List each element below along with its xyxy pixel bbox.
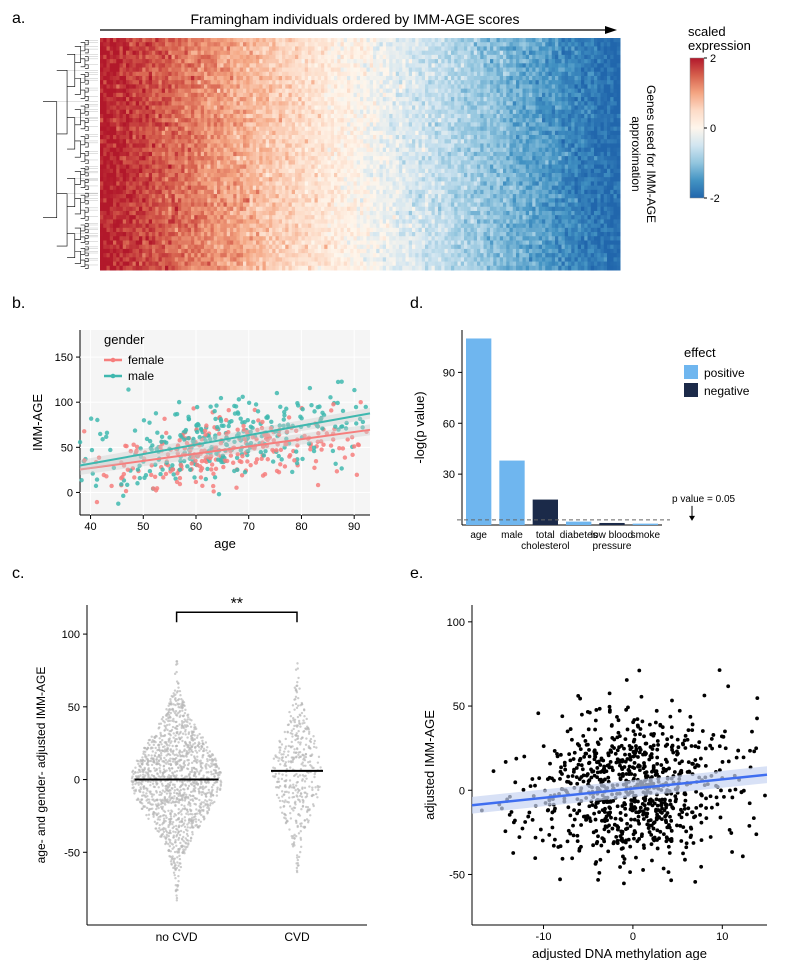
panel-a-heatmap: Framingham individuals ordered by IMM-AG…: [25, 10, 785, 285]
panel-e-scatter: -10010-50050100adjusted DNA methylation …: [410, 575, 790, 960]
panel-a-label: a.: [12, 10, 25, 28]
panel-d-bar: 306090-log(p value)agemaletotalcholester…: [410, 305, 790, 570]
svg-text:Framingham individuals ordered: Framingham individuals ordered by IMM-AG…: [190, 11, 519, 27]
panel-c-label: c.: [12, 565, 24, 583]
figure-root: a. Framingham individuals ordered by IMM…: [10, 10, 790, 965]
panel-b-label: b.: [12, 295, 25, 313]
panel-c-beeswarm: -50050100**no CVDCVDage- and gender- adj…: [25, 575, 395, 960]
panel-b-scatter: 405060708090050100150ageIMM-AGEgenderfem…: [25, 300, 395, 555]
